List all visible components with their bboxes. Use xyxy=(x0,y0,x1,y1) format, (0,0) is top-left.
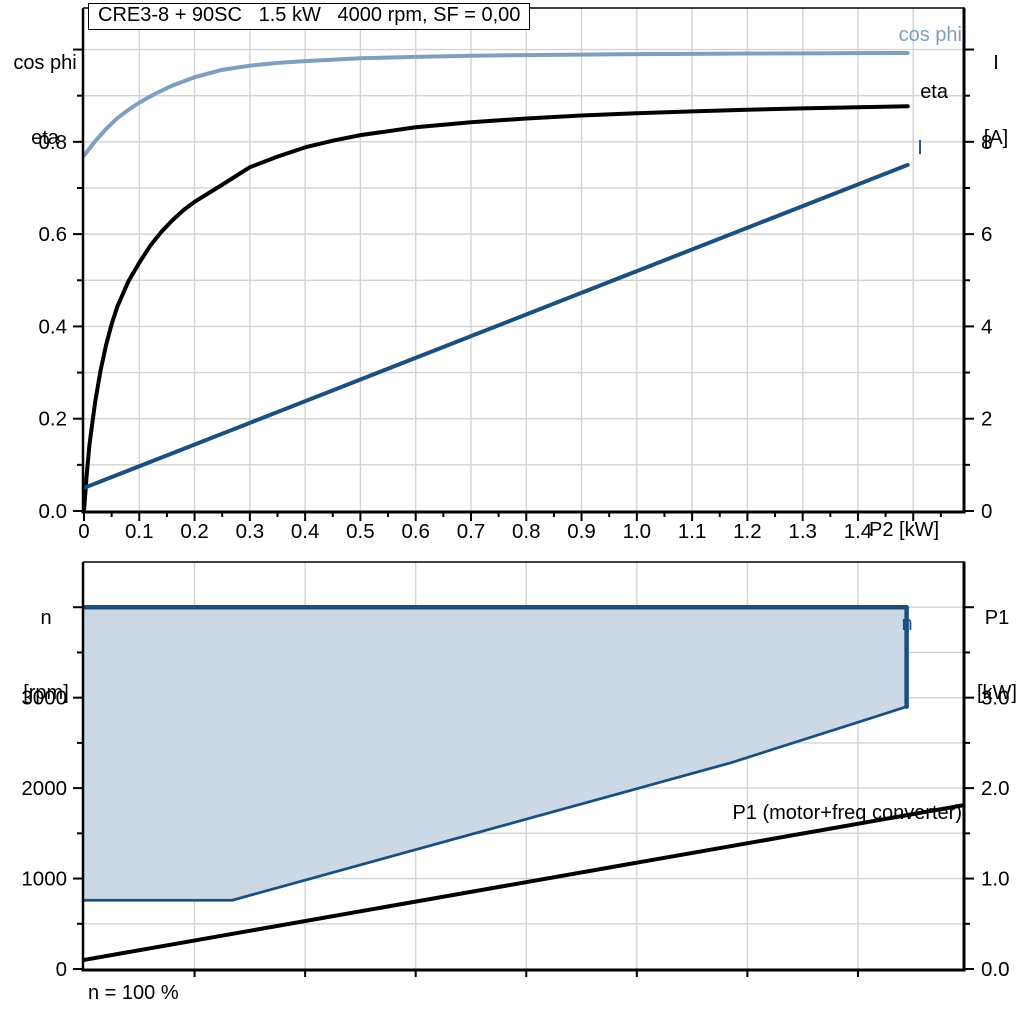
axis-label-speed-unit: [rpm] xyxy=(23,682,69,704)
tick-label: 8 xyxy=(981,131,992,154)
p1-curve-label: P1 (motor+freq converter) xyxy=(732,802,962,824)
axis-label-current-unit: [A] xyxy=(983,127,1009,149)
tick-label: 4 xyxy=(981,315,992,338)
tick-label: 0.4 xyxy=(291,520,320,543)
tick-label: 0 xyxy=(981,500,992,523)
tick-label: 3000 xyxy=(21,687,67,710)
tick-label: 1.0 xyxy=(623,520,652,543)
tick-label: 0.6 xyxy=(401,520,430,543)
chart-title-box: CRE3-8 + 90SC 1.5 kW 4000 rpm, SF = 0,00 xyxy=(88,3,531,30)
footnote-n-100: n = 100 % xyxy=(88,982,179,1004)
tick-label: 0.1 xyxy=(125,520,154,543)
series-line-n-envelope-top-edge xyxy=(81,604,909,709)
tick-label: 0.2 xyxy=(39,408,68,431)
tick-label: 0.0 xyxy=(981,958,1010,981)
top-right-axis-label: I [A] xyxy=(972,1,1020,201)
current-curve-label: I xyxy=(917,137,923,159)
tick-label: 1.2 xyxy=(733,520,762,543)
axis-label-p1: P1 xyxy=(984,607,1010,629)
axis-label-eta: eta xyxy=(31,127,59,149)
cos-phi-curve-label: cos phi xyxy=(898,24,962,46)
x-axis-label-p2: P2 [kW] xyxy=(869,519,940,541)
axis-label-current: I xyxy=(993,52,999,74)
tick-label: 0.5 xyxy=(346,520,375,543)
series-line-eta xyxy=(82,104,910,513)
tick-label: 1.1 xyxy=(678,520,707,543)
tick-label: 0.3 xyxy=(236,520,265,543)
series-line-n-envelope-lower-edge xyxy=(82,705,908,902)
tick-label: 0.8 xyxy=(39,131,68,154)
tick-label: 3.0 xyxy=(981,687,1010,710)
tick-label: 0.0 xyxy=(39,500,68,523)
eta-curve-label: eta xyxy=(920,81,948,103)
series-line-I xyxy=(82,162,910,490)
tick-label: 0.4 xyxy=(39,315,68,338)
tick-label: 0.9 xyxy=(567,520,596,543)
bottom-right-axis-label: P1 [kW] xyxy=(970,556,1024,756)
series-area-n-operating-envelope xyxy=(84,607,907,901)
tick-label: 0.8 xyxy=(512,520,541,543)
top-left-axis-label: cos phi eta xyxy=(6,1,84,201)
series-line-P1-(motor+freq-converter) xyxy=(82,803,965,962)
tick-label: 0 xyxy=(56,958,67,981)
tick-label: 1.3 xyxy=(788,520,817,543)
tick-label: 0.7 xyxy=(457,520,486,543)
series-line-cos-phi xyxy=(82,50,910,158)
tick-label: 1.4 xyxy=(844,520,873,543)
axis-label-cos-phi: cos phi xyxy=(13,52,77,74)
axis-label-speed: n xyxy=(40,607,52,629)
tick-label: 2 xyxy=(981,408,992,431)
tick-label: 2.0 xyxy=(981,777,1010,800)
axis-label-p1-unit: [kW] xyxy=(977,682,1017,704)
tick-label: 0.6 xyxy=(39,223,68,246)
speed-region-label: n xyxy=(901,613,913,635)
tick-label: 0 xyxy=(78,520,89,543)
tick-label: 2000 xyxy=(21,777,67,800)
tick-label: 1000 xyxy=(21,868,67,891)
tick-label: 1.0 xyxy=(981,868,1010,891)
tick-label: 0.2 xyxy=(180,520,209,543)
tick-label: 6 xyxy=(981,223,992,246)
bottom-left-axis-label: n [rpm] xyxy=(8,556,84,756)
